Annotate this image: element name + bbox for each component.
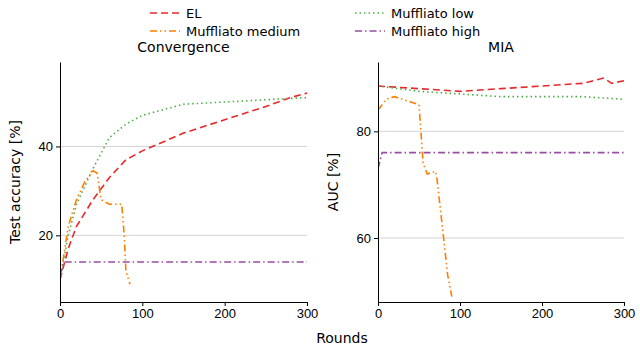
- y-tick: 80: [357, 124, 378, 139]
- axis-line: [61, 302, 308, 303]
- tick-label: 40: [39, 139, 53, 154]
- series-line: [60, 171, 130, 284]
- x-tick: 100: [132, 302, 154, 321]
- grid-line: [378, 238, 624, 239]
- tick-label: 300: [297, 306, 319, 321]
- tick-label: 80: [357, 124, 371, 139]
- series-line: [378, 97, 452, 297]
- grid-line: [378, 131, 624, 132]
- series-line: [378, 153, 624, 169]
- series-line: [60, 93, 307, 280]
- x-tick: 0: [57, 302, 64, 321]
- x-tick: 300: [614, 302, 636, 321]
- chart-title: MIA: [488, 39, 514, 55]
- x-axis: 0 100 200 300: [375, 302, 635, 321]
- tick-label: 300: [614, 306, 636, 321]
- y-axis: 60 80: [357, 63, 379, 303]
- grid-line: [60, 146, 307, 147]
- legend: EL Muffliato low Muffliato medium Muffliato…: [150, 6, 480, 39]
- tick-label: 100: [132, 306, 154, 321]
- tick-label: 0: [57, 306, 64, 321]
- x-tick: 300: [297, 302, 319, 321]
- axis-line: [60, 63, 61, 303]
- grid-line: [60, 235, 307, 236]
- series-line: [60, 98, 307, 280]
- tick-label: 60: [357, 231, 371, 246]
- legend-label: EL: [186, 6, 202, 21]
- y-tick: 20: [39, 228, 60, 243]
- y-tick: 40: [39, 139, 60, 154]
- tick-mark: [374, 131, 378, 132]
- x-axis: 0 100 200 300: [57, 302, 318, 321]
- tick-label: 200: [214, 306, 236, 321]
- tick-label: 200: [532, 306, 554, 321]
- plot-area: [378, 78, 624, 297]
- x-tick: 100: [450, 302, 472, 321]
- x-tick: 200: [532, 302, 554, 321]
- legend-label: Muffliato medium: [186, 24, 300, 39]
- tick-label: 0: [375, 306, 382, 321]
- legend-label: Muffliato low: [391, 6, 474, 21]
- tick-mark: [374, 238, 378, 239]
- y-axis: 2040: [39, 63, 61, 303]
- series-line: [378, 78, 624, 91]
- y-axis-title: Test accuracy [%]: [7, 120, 23, 245]
- series-line: [60, 262, 307, 275]
- legend-swatch: [355, 30, 385, 32]
- panel: 0 100 200 300 60 80 MIA AUC [%]: [325, 39, 635, 321]
- figure: 01002003002040ConvergenceTest accuracy […: [0, 0, 640, 352]
- y-axis-title: AUC [%]: [325, 153, 341, 211]
- legend-swatch: [355, 12, 385, 14]
- tick-label: 20: [39, 228, 53, 243]
- x-tick: 0: [375, 302, 382, 321]
- axis-line: [378, 63, 379, 303]
- y-tick: 60: [357, 231, 378, 246]
- legend-swatch: [150, 12, 180, 14]
- series-line: [378, 86, 624, 99]
- tick-label: 100: [450, 306, 472, 321]
- x-axis-title: Rounds: [316, 330, 368, 346]
- panel: 01002003002040ConvergenceTest accuracy […: [7, 39, 318, 321]
- chart-title: Convergence: [137, 39, 229, 55]
- axis-line: [379, 302, 625, 303]
- legend-label: Muffliato high: [391, 24, 480, 39]
- legend-swatch: [150, 30, 180, 32]
- plot-area: [60, 93, 307, 284]
- x-tick: 200: [214, 302, 236, 321]
- tick-mark: [56, 235, 60, 236]
- tick-mark: [56, 146, 60, 147]
